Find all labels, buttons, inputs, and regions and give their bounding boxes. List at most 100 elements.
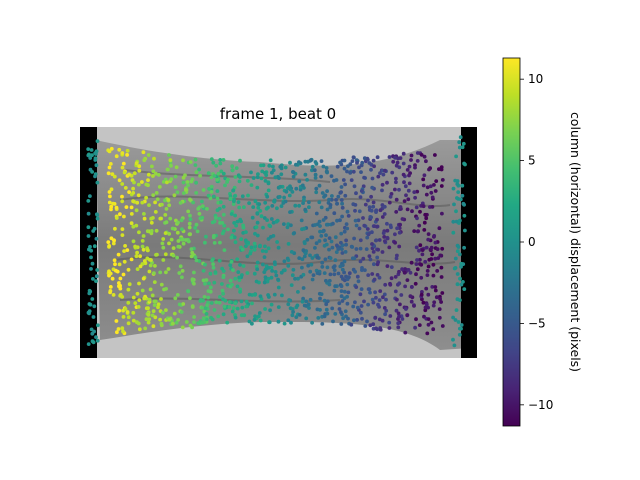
data-point xyxy=(383,239,387,244)
data-point xyxy=(371,204,376,209)
data-point xyxy=(458,276,462,281)
data-point xyxy=(369,194,373,199)
data-point xyxy=(238,158,242,163)
data-point xyxy=(172,311,177,316)
displacement-points xyxy=(86,135,467,348)
data-point xyxy=(440,324,445,328)
data-point xyxy=(187,225,192,230)
data-point xyxy=(429,190,434,195)
data-point xyxy=(457,252,462,257)
data-point xyxy=(358,259,363,264)
data-point xyxy=(240,247,245,252)
data-point xyxy=(214,300,219,305)
colorbar-tick-label: −5 xyxy=(528,316,546,330)
data-point xyxy=(318,308,322,312)
data-point xyxy=(175,190,180,195)
data-point xyxy=(451,315,455,320)
data-point xyxy=(329,174,334,179)
data-point xyxy=(437,315,442,320)
data-point xyxy=(167,232,172,236)
data-point xyxy=(94,274,99,279)
data-point xyxy=(319,159,324,164)
data-point xyxy=(395,297,399,302)
data-point xyxy=(206,193,211,198)
data-point xyxy=(221,158,226,162)
data-point xyxy=(313,223,317,227)
data-point xyxy=(354,285,359,289)
data-point xyxy=(149,258,153,262)
data-point xyxy=(384,308,389,313)
data-point xyxy=(461,141,466,146)
data-point xyxy=(327,236,332,241)
data-point xyxy=(324,233,328,238)
data-point xyxy=(129,257,134,262)
data-point xyxy=(288,160,292,165)
data-point xyxy=(155,197,160,202)
data-point xyxy=(433,240,438,245)
data-point xyxy=(163,252,168,257)
data-point xyxy=(114,154,119,159)
data-point xyxy=(425,185,430,190)
data-point xyxy=(355,305,360,310)
data-point xyxy=(263,244,267,249)
data-point xyxy=(247,292,252,297)
data-point xyxy=(297,203,301,208)
data-point xyxy=(231,306,236,311)
data-point xyxy=(322,271,327,275)
data-point xyxy=(309,158,313,163)
data-point xyxy=(413,281,418,286)
data-point xyxy=(462,202,466,207)
data-point xyxy=(117,147,122,152)
data-point xyxy=(319,174,323,179)
data-point xyxy=(114,216,119,220)
data-point xyxy=(393,155,397,160)
data-point xyxy=(227,305,232,309)
data-point xyxy=(360,316,364,321)
data-point xyxy=(229,260,234,264)
data-point xyxy=(347,271,352,276)
data-point xyxy=(152,156,156,161)
data-point xyxy=(180,275,184,280)
data-point xyxy=(412,190,417,195)
data-point xyxy=(92,226,97,231)
data-point xyxy=(207,281,211,286)
data-point xyxy=(154,191,159,195)
data-point xyxy=(204,234,208,239)
data-point xyxy=(382,204,387,209)
data-point xyxy=(211,262,216,266)
data-point xyxy=(234,223,239,228)
data-point xyxy=(126,287,131,292)
data-point xyxy=(231,202,236,207)
data-point xyxy=(291,174,296,179)
data-point xyxy=(406,188,411,193)
data-point xyxy=(95,338,100,343)
data-point xyxy=(350,159,355,164)
data-point xyxy=(178,201,183,205)
data-point xyxy=(388,282,393,287)
data-point xyxy=(190,304,195,309)
data-point xyxy=(258,209,263,213)
data-point xyxy=(215,189,220,194)
data-point xyxy=(180,269,185,273)
data-point xyxy=(232,199,236,204)
data-point xyxy=(232,228,236,233)
data-point xyxy=(358,195,363,200)
data-point xyxy=(332,264,337,268)
data-point xyxy=(345,226,350,231)
data-point xyxy=(256,314,261,319)
data-point xyxy=(259,163,263,168)
data-point xyxy=(152,299,157,304)
data-point xyxy=(177,302,182,307)
data-point xyxy=(303,172,308,177)
data-point xyxy=(362,223,367,228)
data-point xyxy=(439,165,444,170)
data-point xyxy=(135,291,140,296)
data-point xyxy=(150,164,154,169)
data-point xyxy=(351,155,356,160)
data-point xyxy=(137,230,141,235)
data-point xyxy=(137,168,142,173)
data-point xyxy=(320,322,325,326)
data-point xyxy=(423,305,428,310)
data-point xyxy=(263,171,267,175)
data-point xyxy=(407,164,412,169)
